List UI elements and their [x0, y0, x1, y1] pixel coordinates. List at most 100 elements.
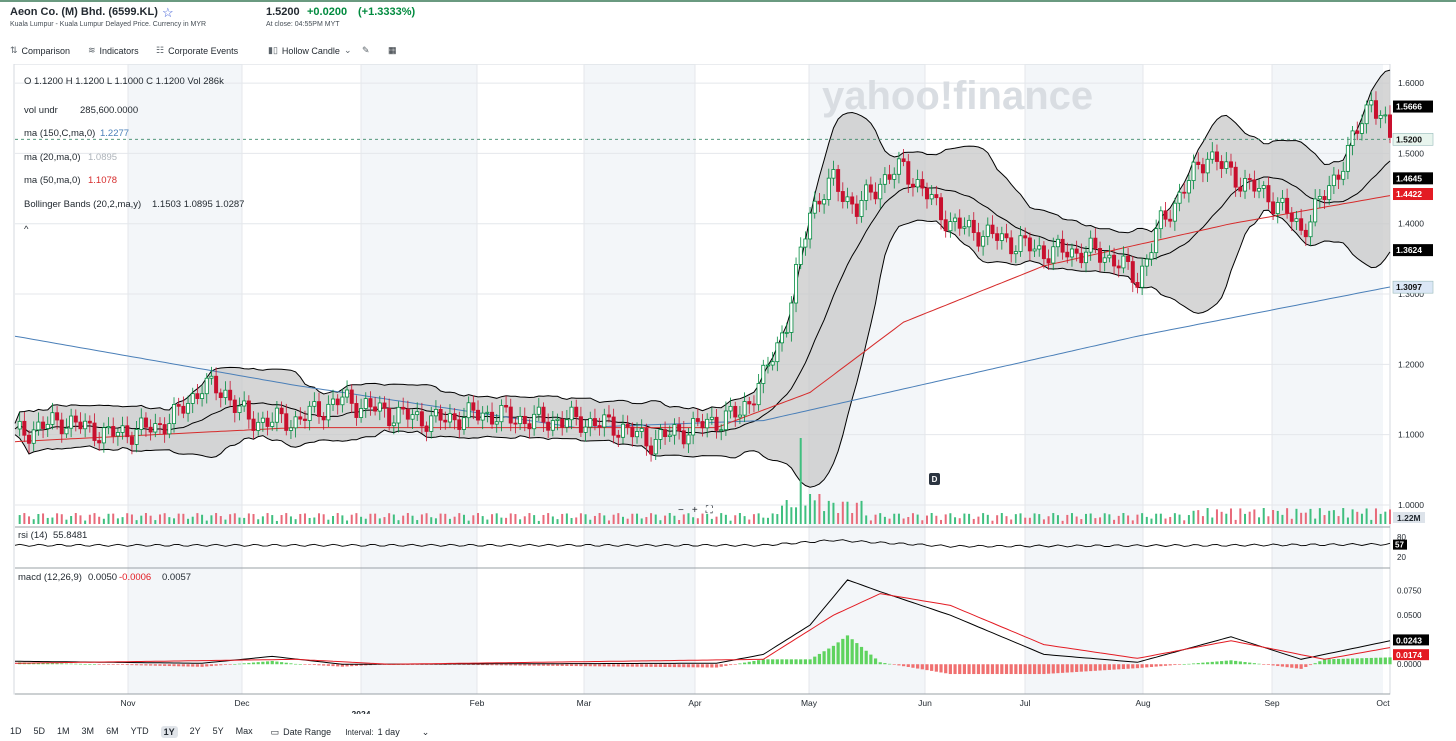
range-6m[interactable]: 6M — [106, 726, 119, 736]
candle-body — [1280, 197, 1285, 203]
table-view-button[interactable]: ▦ — [388, 45, 397, 56]
candle-body — [101, 427, 106, 444]
volume-bar — [168, 517, 171, 524]
watchlist-star-icon[interactable]: ☆ — [162, 5, 174, 20]
volume-bar — [785, 500, 788, 524]
candle-body — [784, 332, 789, 334]
chevron-down-icon: ⌄ — [343, 45, 352, 55]
macd-histogram-bar — [1299, 664, 1303, 669]
chart-type-dropdown[interactable]: ▮▯ Hollow Candle ⌄ — [268, 45, 351, 56]
volume-bar — [804, 505, 807, 524]
range-2y[interactable]: 2Y — [189, 726, 201, 736]
indicators-button[interactable]: ≋ Indicators — [88, 45, 139, 56]
bollinger-legend-label: Bollinger Bands (20,2,ma,y) — [24, 199, 141, 210]
volume-bar — [275, 520, 278, 524]
zoom-out-button[interactable]: − — [678, 505, 684, 516]
candle-body — [901, 158, 906, 162]
macd-histogram-bar — [612, 664, 616, 667]
ohlc-legend: O 1.1200 H 1.1200 L 1.1000 C 1.1200 Vol … — [24, 76, 224, 87]
range-max[interactable]: Max — [235, 726, 253, 736]
candle-body — [934, 194, 939, 199]
range-1y[interactable]: 1Y — [160, 726, 178, 738]
draw-tool-button[interactable]: ✎ — [362, 45, 370, 56]
macd-histogram-bar — [616, 664, 620, 667]
candle-body — [1369, 100, 1374, 106]
volume-bar — [303, 513, 306, 524]
volume-bar — [846, 501, 849, 524]
price-change: +0.0200 — [307, 6, 348, 18]
volume-bar — [963, 513, 966, 524]
volume-bar — [467, 520, 470, 524]
macd-histogram-bar — [1290, 664, 1294, 668]
range-3m[interactable]: 3M — [81, 726, 95, 736]
vol-legend-value: 285,600.0000 — [80, 105, 138, 116]
range-1d[interactable]: 1D — [10, 726, 22, 736]
macd-histogram-bar — [1135, 664, 1140, 669]
candle-body — [345, 389, 350, 398]
candle-body — [50, 412, 55, 425]
macd-legend-value-2: -0.0006 — [119, 572, 151, 583]
zoom-in-button[interactable]: + — [691, 505, 698, 516]
volume-bar — [397, 520, 400, 524]
volume-bar — [860, 500, 863, 524]
volume-bar — [720, 513, 723, 524]
candle-body — [635, 431, 640, 438]
candle-body — [649, 445, 654, 455]
fit-button[interactable]: ⛶ — [705, 505, 713, 516]
chart-area[interactable]: 1.6000 1.5000 1.4000 1.3000 1.2000 1.1000 1.00… — [0, 63, 1456, 719]
macd-histogram-bar — [1182, 664, 1186, 665]
macd-histogram-bar — [859, 646, 864, 665]
volume-bar — [659, 520, 662, 524]
macd-histogram-bar — [728, 664, 733, 666]
macd-histogram-bar — [738, 663, 742, 665]
volume-bar — [261, 516, 264, 524]
candle-body — [808, 212, 813, 240]
volume-bar — [869, 520, 872, 524]
candle-body — [892, 173, 897, 180]
volume-bar — [528, 513, 531, 524]
macd-histogram-bar — [724, 664, 728, 666]
macd-histogram-bar — [686, 664, 691, 668]
range-5y[interactable]: 5Y — [212, 726, 224, 736]
macd-histogram-bar — [906, 664, 910, 667]
macd-histogram-bar — [495, 664, 499, 666]
volume-bar — [1141, 513, 1144, 524]
interval-dropdown[interactable]: Interval: 1 day ⌄ — [345, 727, 429, 738]
candle-body — [457, 419, 462, 430]
range-5d[interactable]: 5D — [33, 726, 46, 736]
corporate-events-button[interactable]: ☷ Corporate Events — [156, 45, 238, 56]
candle-body — [864, 184, 869, 201]
candle-body — [1186, 180, 1191, 194]
volume-bar — [911, 513, 914, 524]
candle-body — [681, 430, 686, 445]
macd-histogram-bar — [527, 664, 532, 666]
volume-bar — [1370, 519, 1373, 524]
candle-body — [644, 428, 649, 447]
comparison-button[interactable]: ⇅ Comparison — [10, 45, 70, 56]
price-badge — [1393, 244, 1433, 257]
volume-bar — [1337, 516, 1340, 524]
volume-bar — [280, 515, 283, 524]
candle-body — [560, 418, 565, 428]
volume-bar — [1094, 518, 1097, 524]
rsi-line — [14, 539, 1391, 548]
macd-histogram-bar — [1163, 664, 1168, 666]
ma150-legend-value: 1.2277 — [100, 128, 129, 139]
volume-badge-bg — [1393, 512, 1425, 523]
date-range-button[interactable]: ▭ Date Range — [271, 727, 332, 738]
date-range-label: Date Range — [283, 727, 332, 737]
volume-bar — [818, 494, 821, 524]
volume-bar — [448, 518, 451, 524]
candle-body — [677, 424, 682, 432]
macd-histogram-bar — [256, 662, 260, 665]
macd-histogram-bar — [1173, 664, 1177, 666]
range-ytd[interactable]: YTD — [130, 726, 149, 736]
volume-bar — [991, 520, 994, 524]
candle-body — [195, 393, 200, 399]
price-chart[interactable]: 1.6000 1.5000 1.4000 1.3000 1.2000 1.1000 1.00… — [0, 63, 1456, 719]
candle-body — [1383, 114, 1388, 117]
candle-body — [1364, 104, 1369, 125]
candle-body — [1378, 114, 1383, 119]
range-1m[interactable]: 1M — [57, 726, 70, 736]
volume-bar — [294, 519, 297, 524]
